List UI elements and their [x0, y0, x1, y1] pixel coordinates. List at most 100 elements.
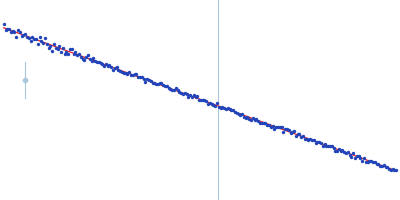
Point — [375, 163, 382, 166]
Point — [311, 138, 317, 141]
Point — [304, 138, 310, 141]
Point — [122, 71, 129, 74]
Point — [348, 156, 355, 159]
Point — [334, 149, 340, 153]
Point — [388, 168, 394, 171]
Point — [69, 48, 75, 51]
Point — [218, 106, 224, 110]
Point — [235, 112, 242, 115]
Point — [226, 108, 233, 111]
Point — [307, 138, 314, 141]
Point — [271, 127, 278, 130]
Point — [212, 104, 218, 107]
Point — [341, 150, 348, 153]
Point — [250, 117, 256, 120]
Point — [81, 59, 88, 62]
Point — [280, 130, 286, 133]
Point — [142, 80, 148, 83]
Point — [224, 107, 231, 110]
Point — [17, 31, 23, 34]
Point — [140, 77, 147, 81]
Point — [45, 46, 52, 49]
Point — [228, 109, 234, 112]
Point — [286, 129, 292, 132]
Point — [320, 144, 326, 147]
Point — [339, 148, 346, 151]
Point — [174, 88, 181, 92]
Point — [63, 50, 70, 54]
Point — [135, 75, 141, 79]
Point — [356, 154, 362, 157]
Point — [76, 53, 82, 56]
Point — [22, 33, 28, 36]
Point — [192, 96, 199, 99]
Point — [260, 122, 267, 125]
Point — [393, 168, 400, 172]
Point — [106, 63, 113, 66]
Point — [169, 88, 176, 92]
Point — [110, 68, 116, 72]
Point — [60, 47, 66, 50]
Point — [300, 135, 306, 138]
Point — [33, 37, 39, 40]
Point — [345, 150, 351, 153]
Point — [312, 141, 319, 144]
Point — [230, 109, 236, 112]
Point — [198, 98, 204, 102]
Point — [40, 42, 46, 45]
Point — [65, 52, 72, 55]
Point — [259, 122, 265, 125]
Point — [51, 42, 57, 45]
Point — [359, 159, 366, 162]
Point — [28, 40, 34, 43]
Point — [223, 107, 229, 110]
Point — [108, 66, 114, 69]
Point — [332, 149, 338, 153]
Point — [343, 152, 349, 155]
Point — [148, 79, 154, 82]
Point — [74, 53, 80, 57]
Point — [20, 34, 27, 37]
Point — [252, 119, 258, 122]
Point — [126, 70, 132, 73]
Point — [366, 160, 372, 163]
Point — [284, 128, 290, 131]
Point — [104, 64, 111, 67]
Point — [34, 43, 41, 46]
Point — [130, 73, 136, 76]
Point — [180, 93, 186, 96]
Point — [155, 83, 161, 86]
Point — [325, 144, 331, 147]
Point — [167, 87, 174, 90]
Point — [269, 124, 276, 127]
Point — [390, 168, 396, 171]
Point — [22, 78, 28, 82]
Point — [166, 86, 172, 90]
Point — [112, 67, 118, 70]
Point — [124, 73, 131, 76]
Point — [144, 78, 150, 81]
Point — [354, 154, 360, 157]
Point — [318, 141, 324, 144]
Point — [244, 115, 251, 118]
Point — [160, 83, 166, 87]
Point — [88, 59, 95, 62]
Point — [70, 52, 77, 56]
Point — [305, 138, 312, 141]
Point — [234, 112, 240, 115]
Point — [194, 95, 200, 98]
Point — [338, 149, 344, 152]
Point — [156, 81, 163, 85]
Point — [314, 141, 320, 144]
Point — [153, 82, 159, 86]
Point — [13, 35, 20, 38]
Point — [187, 94, 193, 97]
Point — [80, 58, 86, 61]
Point — [361, 156, 367, 159]
Point — [31, 37, 38, 40]
Point — [257, 121, 263, 124]
Point — [208, 102, 215, 105]
Point — [221, 106, 227, 110]
Point — [133, 73, 140, 76]
Point — [103, 63, 109, 66]
